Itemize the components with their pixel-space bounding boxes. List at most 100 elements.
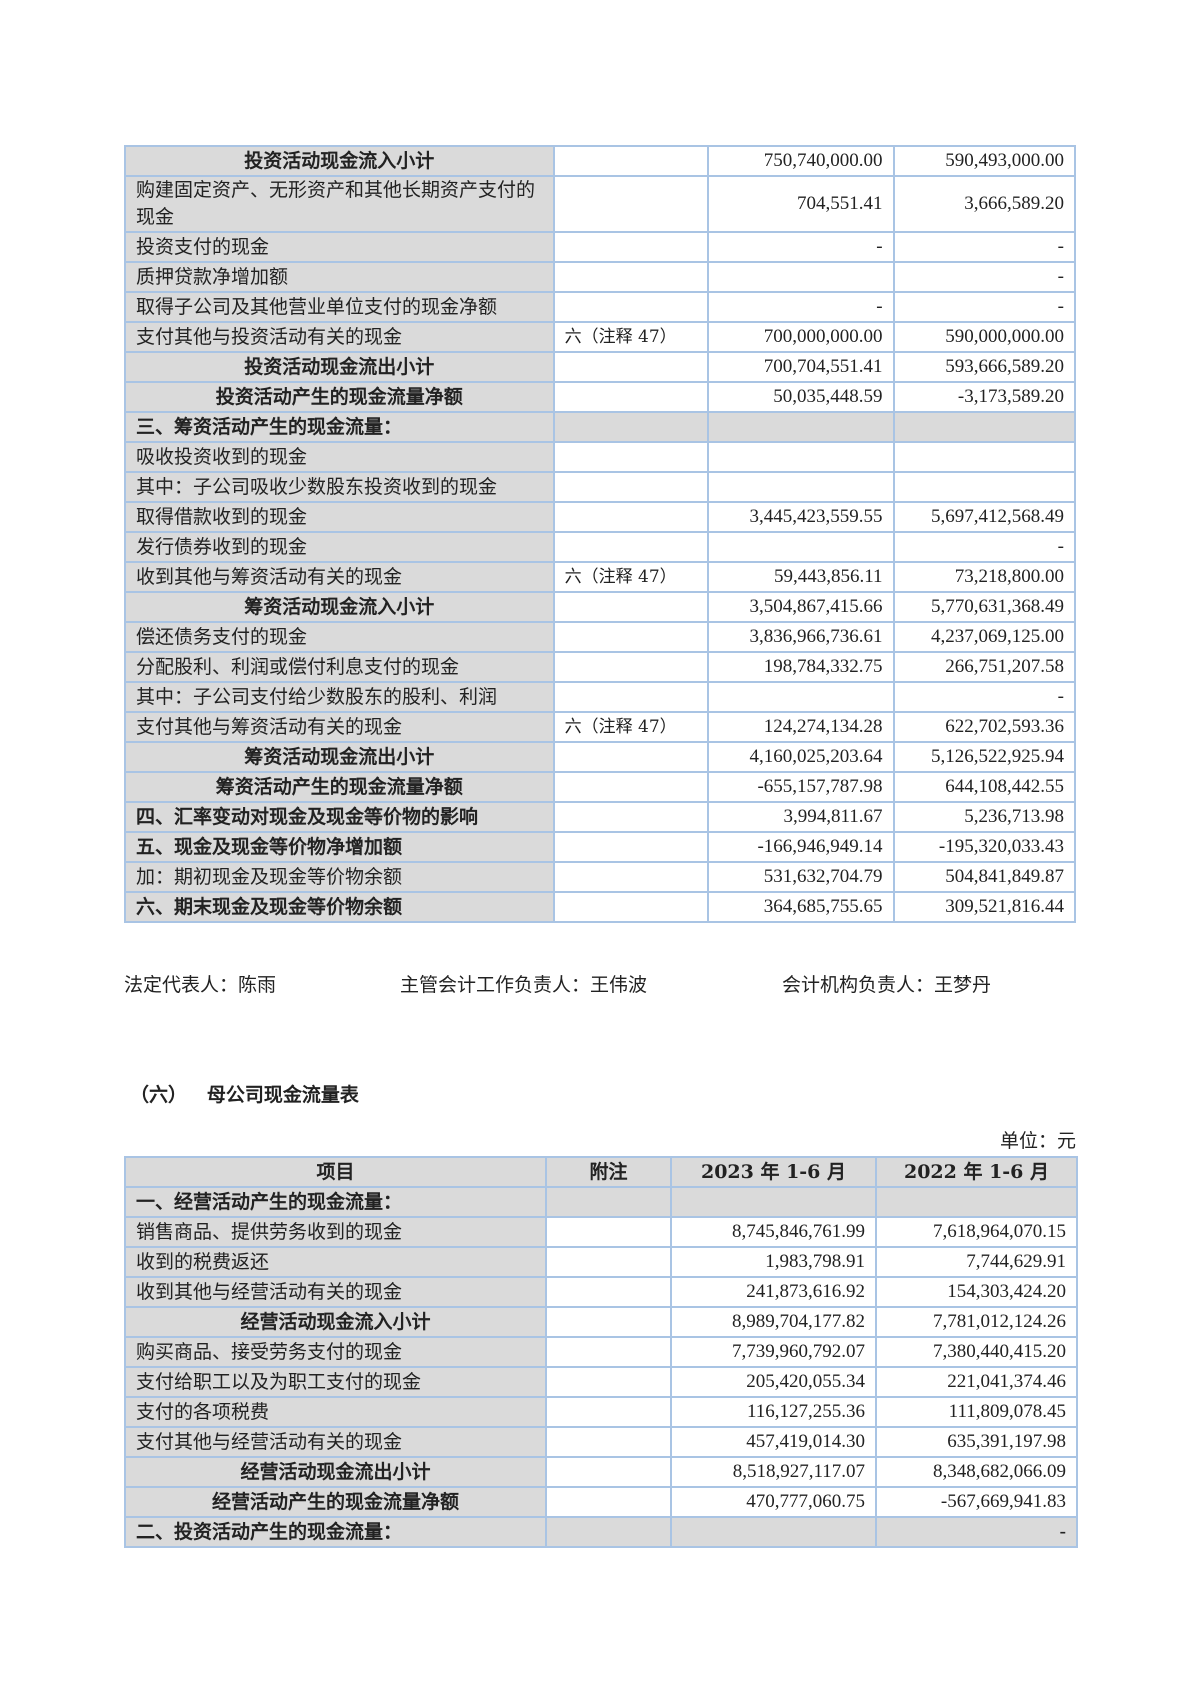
value-current: 3,445,423,559.55	[706, 501, 895, 533]
row-label: 投资活动产生的现金流量净额	[124, 381, 555, 413]
value-current: 116,127,255.36	[670, 1396, 877, 1428]
row-note	[545, 1306, 672, 1338]
row-label: 投资活动现金流入小计	[124, 145, 555, 177]
table-row: 经营活动现金流出小计 8,518,927,117.07 8,348,682,066.…	[124, 1456, 1078, 1488]
row-note	[545, 1396, 672, 1428]
row-note	[545, 1456, 672, 1488]
row-label: 经营活动现金流入小计	[124, 1306, 547, 1338]
value-current	[706, 441, 895, 473]
unit-label: 单位：元	[999, 1130, 1076, 1152]
value-current	[670, 1186, 877, 1218]
value-current: -	[706, 291, 895, 323]
row-note	[552, 441, 709, 473]
table-row: 三、筹资活动产生的现金流量：	[124, 411, 1077, 443]
table-row: 支付的各项税费 116,127,255.36 111,809,078.45	[124, 1396, 1078, 1428]
value-prior: -3,173,589.20	[892, 381, 1077, 413]
row-label: 偿还债务支付的现金	[124, 621, 555, 653]
row-note	[552, 291, 709, 323]
value-current: 457,419,014.30	[670, 1426, 877, 1458]
table-row: 一、经营活动产生的现金流量：	[124, 1186, 1078, 1218]
value-prior: 635,391,197.98	[875, 1426, 1078, 1458]
value-current	[706, 261, 895, 293]
value-current: 700,000,000.00	[706, 321, 895, 353]
row-note: 六（注释 47）	[552, 561, 709, 593]
value-current: 7,739,960,792.07	[670, 1336, 877, 1368]
row-note	[552, 231, 709, 263]
table-row: 收到其他与筹资活动有关的现金 六（注释 47） 59,443,856.11 73,21…	[124, 561, 1077, 593]
value-prior: 5,697,412,568.49	[892, 501, 1077, 533]
table-header: 项目 附注 2023 年 1-6 月 2022 年 1-6 月	[124, 1156, 1078, 1188]
value-prior: 7,744,629.91	[875, 1246, 1078, 1278]
row-label: 支付的各项税费	[124, 1396, 547, 1428]
section-title: （六） 母公司现金流量表	[130, 1084, 359, 1106]
table-row: 取得借款收到的现金 3,445,423,559.55 5,697,412,568.4…	[124, 501, 1077, 533]
value-prior: 309,521,816.44	[892, 891, 1077, 923]
table-row: 六、期末现金及现金等价物余额 364,685,755.65 309,521,816.…	[124, 891, 1077, 923]
value-current: 1,983,798.91	[670, 1246, 877, 1278]
row-note	[552, 471, 709, 503]
row-label: 收到其他与筹资活动有关的现金	[124, 561, 555, 593]
table-row: 销售商品、提供劳务收到的现金 8,745,846,761.99 7,618,964,…	[124, 1216, 1078, 1248]
row-note	[552, 381, 709, 413]
row-label: 投资活动现金流出小计	[124, 351, 555, 383]
row-label: 投资支付的现金	[124, 231, 555, 263]
row-label: 取得借款收到的现金	[124, 501, 555, 533]
value-current: 8,518,927,117.07	[670, 1456, 877, 1488]
row-label: 支付其他与经营活动有关的现金	[124, 1426, 547, 1458]
table-row: 经营活动现金流入小计 8,989,704,177.82 7,781,012,124.…	[124, 1306, 1078, 1338]
table-row: 筹资活动产生的现金流量净额 -655,157,787.98 644,108,442.…	[124, 771, 1077, 803]
row-label: 其中：子公司支付给少数股东的股利、利润	[124, 681, 555, 713]
row-note	[552, 411, 709, 443]
value-prior	[892, 441, 1077, 473]
row-note	[552, 531, 709, 563]
value-current: 124,274,134.28	[706, 711, 895, 743]
value-prior: 622,702,593.36	[892, 711, 1077, 743]
value-current: 470,777,060.75	[670, 1486, 877, 1518]
row-label: 一、经营活动产生的现金流量：	[124, 1186, 547, 1218]
table-row: 筹资活动现金流入小计 3,504,867,415.66 5,770,631,368.…	[124, 591, 1077, 623]
row-note: 六（注释 47）	[552, 711, 709, 743]
value-prior: 5,770,631,368.49	[892, 591, 1077, 623]
value-prior	[875, 1186, 1078, 1218]
table-row: 加：期初现金及现金等价物余额 531,632,704.79 504,841,849.…	[124, 861, 1077, 893]
value-current: 700,704,551.41	[706, 351, 895, 383]
value-prior	[892, 471, 1077, 503]
value-prior: -	[892, 291, 1077, 323]
value-prior: -	[892, 531, 1077, 563]
row-label: 支付其他与投资活动有关的现金	[124, 321, 555, 353]
value-current: 241,873,616.92	[670, 1276, 877, 1308]
table-row: 取得子公司及其他营业单位支付的现金净额 - -	[124, 291, 1077, 323]
row-note	[545, 1216, 672, 1248]
value-prior: -	[892, 261, 1077, 293]
cash-flow-table-consolidated: 投资活动现金流入小计 750,740,000.00 590,493,000.00 购建…	[124, 145, 1077, 923]
value-current: -166,946,949.14	[706, 831, 895, 863]
row-label: 购建固定资产、无形资产和其他长期资产支付的现金	[124, 175, 555, 233]
legal-representative: 法定代表人：陈雨	[124, 974, 277, 996]
row-label: 三、筹资活动产生的现金流量：	[124, 411, 555, 443]
row-note	[552, 681, 709, 713]
value-prior: 590,000,000.00	[892, 321, 1077, 353]
row-label: 购买商品、接受劳务支付的现金	[124, 1336, 547, 1368]
value-current: -655,157,787.98	[706, 771, 895, 803]
value-current: 531,632,704.79	[706, 861, 895, 893]
table-row: 投资活动现金流出小计 700,704,551.41 593,666,589.20	[124, 351, 1077, 383]
value-current	[706, 471, 895, 503]
value-current: 205,420,055.34	[670, 1366, 877, 1398]
table-row: 支付其他与投资活动有关的现金 六（注释 47） 700,000,000.00 590,…	[124, 321, 1077, 353]
row-label: 销售商品、提供劳务收到的现金	[124, 1216, 547, 1248]
row-label: 取得子公司及其他营业单位支付的现金净额	[124, 291, 555, 323]
table-row: 分配股利、利润或偿付利息支付的现金 198,784,332.75 266,751,2…	[124, 651, 1077, 683]
value-prior: 593,666,589.20	[892, 351, 1077, 383]
value-prior: 7,380,440,415.20	[875, 1336, 1078, 1368]
table-row: 投资活动现金流入小计 750,740,000.00 590,493,000.00	[124, 145, 1077, 177]
header-2023: 2023 年 1-6 月	[670, 1156, 877, 1188]
value-prior: 8,348,682,066.09	[875, 1456, 1078, 1488]
value-prior	[892, 411, 1077, 443]
table-row: 收到的税费返还 1,983,798.91 7,744,629.91	[124, 1246, 1078, 1278]
row-note	[545, 1486, 672, 1518]
table-row: 其中：子公司支付给少数股东的股利、利润 -	[124, 681, 1077, 713]
row-note	[552, 741, 709, 773]
value-current: 704,551.41	[706, 175, 895, 233]
table-row: 支付其他与筹资活动有关的现金 六（注释 47） 124,274,134.28 622,…	[124, 711, 1077, 743]
value-prior: -567,669,941.83	[875, 1486, 1078, 1518]
